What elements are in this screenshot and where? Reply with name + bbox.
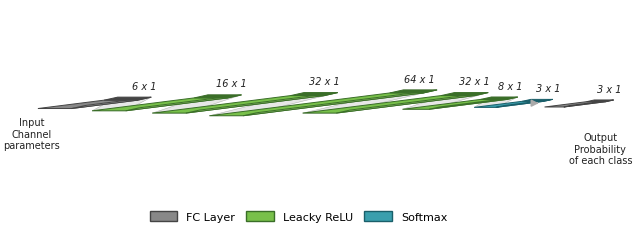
Text: Output
Probability
of each class: Output Probability of each class	[568, 132, 632, 165]
Polygon shape	[152, 96, 324, 114]
Polygon shape	[209, 93, 338, 116]
Text: 16 x 1: 16 x 1	[216, 79, 246, 89]
Polygon shape	[92, 99, 228, 111]
Polygon shape	[522, 100, 552, 102]
Polygon shape	[390, 91, 437, 94]
Text: 32 x 1: 32 x 1	[308, 77, 339, 87]
Polygon shape	[545, 102, 606, 108]
Polygon shape	[38, 101, 138, 109]
Polygon shape	[92, 98, 151, 111]
Polygon shape	[587, 101, 614, 102]
Text: 32 x 1: 32 x 1	[459, 77, 490, 87]
Polygon shape	[195, 96, 241, 99]
Polygon shape	[243, 91, 437, 116]
Polygon shape	[429, 98, 518, 110]
Polygon shape	[403, 93, 488, 110]
Polygon shape	[474, 98, 518, 108]
Polygon shape	[152, 96, 241, 114]
Polygon shape	[403, 100, 508, 110]
Text: 64 x 1: 64 x 1	[404, 74, 435, 84]
Polygon shape	[104, 98, 151, 101]
Text: 8 x 1: 8 x 1	[498, 81, 522, 91]
Legend: FC Layer, Leacky ReLU, Softmax: FC Layer, Leacky ReLU, Softmax	[145, 207, 452, 226]
Polygon shape	[474, 102, 544, 108]
Polygon shape	[496, 100, 552, 108]
Polygon shape	[125, 96, 241, 111]
Text: 3 x 1: 3 x 1	[597, 84, 621, 94]
Polygon shape	[186, 93, 338, 114]
Polygon shape	[303, 91, 437, 114]
Polygon shape	[564, 101, 614, 108]
Text: 3 x 1: 3 x 1	[536, 84, 560, 94]
Polygon shape	[481, 98, 518, 100]
Polygon shape	[441, 93, 488, 96]
Polygon shape	[337, 93, 488, 114]
Polygon shape	[72, 98, 151, 109]
Polygon shape	[303, 96, 475, 114]
Polygon shape	[291, 93, 338, 96]
Text: 6 x 1: 6 x 1	[132, 81, 157, 91]
Text: Input
Channel
parameters: Input Channel parameters	[3, 118, 60, 151]
Polygon shape	[209, 94, 424, 116]
